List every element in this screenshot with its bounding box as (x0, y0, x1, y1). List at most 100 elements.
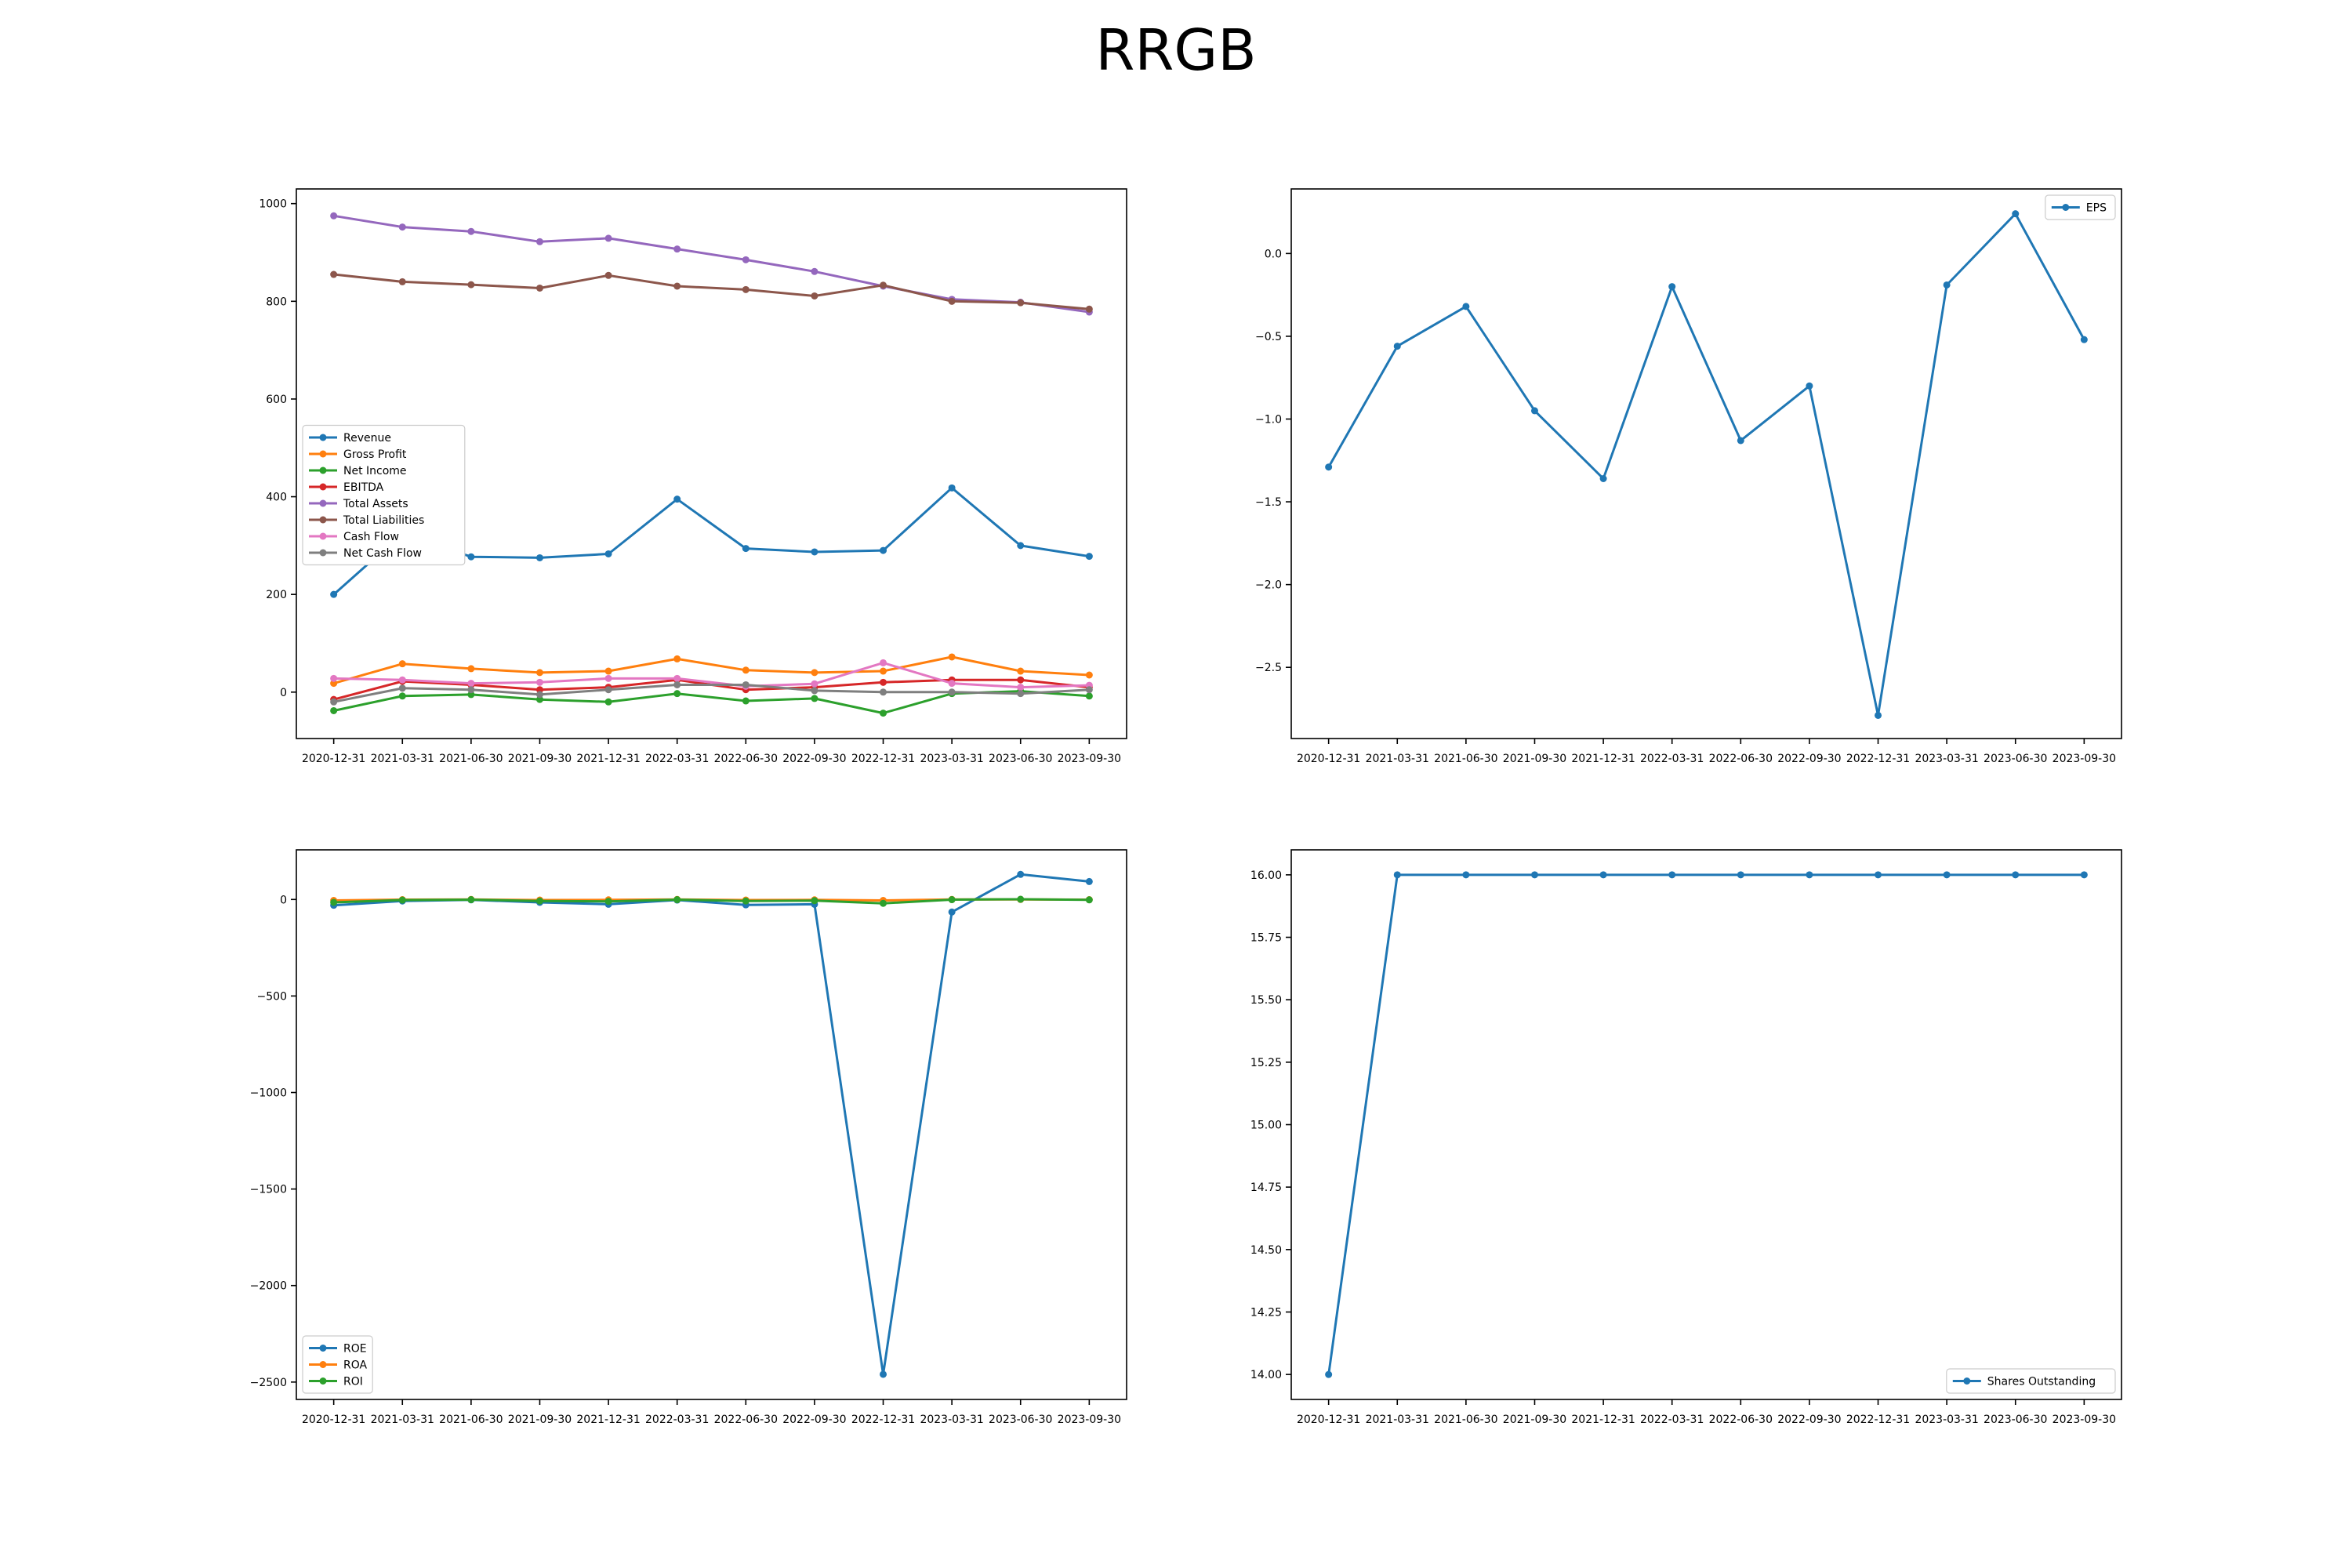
legend-box (302, 424, 466, 566)
data-point (1017, 684, 1025, 691)
series-line (1327, 212, 2085, 717)
x-tick-label: 2023-09-30 (2053, 753, 2116, 765)
data-point (811, 897, 818, 905)
x-tick-label: 2022-09-30 (1777, 753, 1841, 765)
data-point (811, 292, 818, 299)
x-tick-label: 2021-12-31 (576, 753, 640, 765)
data-point (673, 674, 681, 682)
data-point (742, 681, 750, 688)
data-point (880, 1370, 887, 1378)
y-tick-label: −2000 (250, 1280, 287, 1293)
data-point (673, 245, 681, 253)
data-point (604, 667, 612, 675)
series-line (1327, 873, 2085, 1375)
data-point (535, 695, 543, 703)
y-tick-label: 600 (266, 394, 287, 406)
legend-box (302, 1335, 373, 1394)
series-line (333, 690, 1090, 715)
legend: ROE ROA ROI (302, 1335, 373, 1394)
data-point (535, 686, 543, 694)
series-eps (1325, 210, 2088, 719)
data-point (1393, 343, 1401, 350)
x-tick-label: 2021-12-31 (1571, 753, 1635, 765)
x-tick-label: 2023-09-30 (2053, 1414, 2116, 1426)
data-point (467, 896, 475, 904)
legend-marker (319, 1361, 327, 1368)
x-tick-label: 2022-06-30 (1709, 753, 1773, 765)
data-point (1085, 686, 1093, 694)
data-point (1017, 542, 1025, 550)
legend-marker (319, 499, 327, 507)
x-tick-label: 2022-06-30 (714, 1414, 778, 1426)
y-tick-label: 0 (280, 687, 287, 699)
x-tick-label: 2023-03-31 (1915, 1414, 1978, 1426)
series-shares-outstanding (1325, 871, 2088, 1378)
data-point (742, 285, 750, 293)
x-tick-label: 2022-09-30 (782, 753, 846, 765)
data-point (467, 281, 475, 289)
data-point (398, 278, 406, 285)
y-tick-label: 15.75 (1250, 932, 1282, 945)
y-tick-label: 0 (280, 894, 287, 906)
series-line (333, 214, 1090, 314)
data-point (535, 678, 543, 686)
x-tick-label: 2022-12-31 (1846, 753, 1910, 765)
data-point (948, 688, 956, 696)
data-point (1806, 382, 1813, 390)
y-tick-label: −2.5 (1255, 662, 1282, 674)
data-point (330, 698, 338, 706)
legend-marker (2062, 204, 2070, 211)
y-tick-label: 14.25 (1250, 1306, 1282, 1319)
y-tick-label: 15.50 (1250, 994, 1282, 1007)
y-tick-label: 200 (266, 589, 287, 601)
data-point (811, 695, 818, 702)
x-tick-label: 2021-03-31 (1366, 1414, 1429, 1426)
x-tick-label: 2022-03-31 (645, 753, 709, 765)
y-tick-label: −1000 (250, 1087, 287, 1100)
series-line (333, 873, 1090, 1376)
axes-frame (1290, 188, 2122, 739)
legend-marker (319, 1377, 327, 1385)
data-point (1325, 463, 1333, 471)
data-point (535, 669, 543, 677)
data-point (880, 667, 887, 675)
data-point (604, 698, 612, 706)
data-point (467, 680, 475, 688)
data-point (330, 898, 338, 906)
data-point (880, 281, 887, 289)
x-tick-label: 2022-03-31 (1640, 753, 1704, 765)
series-net-cash-flow (330, 681, 1093, 706)
figure-title: RRGB (1095, 17, 1257, 83)
legend-box (2045, 194, 2116, 220)
x-tick-label: 2023-09-30 (1058, 1414, 1121, 1426)
y-tick-label: 14.00 (1250, 1369, 1282, 1381)
y-tick-label: −1.5 (1255, 496, 1282, 509)
x-tick-label: 2021-06-30 (1434, 1414, 1497, 1426)
data-point (1462, 871, 1470, 879)
x-tick-label: 2021-12-31 (576, 1414, 640, 1426)
data-point (948, 484, 956, 492)
data-point (330, 590, 338, 598)
data-point (1085, 671, 1093, 679)
data-point (467, 691, 475, 699)
chart-shares: 2020-12-31 2021-03-31 2021-06-30 2021-09-30… (1250, 849, 2122, 1426)
legend-entry: EPS (2086, 202, 2107, 215)
y-tick-label: 800 (266, 296, 287, 308)
chart-eps: 2020-12-31 2021-03-31 2021-06-30 2021-09-30… (1255, 188, 2122, 765)
x-tick-label: 2022-09-30 (782, 1414, 846, 1426)
y-tick-label: 15.25 (1250, 1057, 1282, 1069)
data-point (811, 680, 818, 688)
x-tick-label: 2023-03-31 (920, 1414, 983, 1426)
data-point (948, 680, 956, 688)
y-tick-label: −2.0 (1255, 579, 1282, 592)
x-tick-label: 2023-03-31 (1915, 753, 1978, 765)
legend-entry: Revenue (343, 432, 391, 445)
legend: Revenue Gross Profit Net Income EBITDA Total… (302, 424, 466, 566)
legend-marker (319, 434, 327, 441)
y-tick-label: 0.0 (1265, 248, 1282, 260)
data-point (1017, 676, 1025, 684)
data-point (535, 691, 543, 699)
data-point (1943, 281, 1951, 289)
x-tick-label: 2021-03-31 (371, 753, 434, 765)
